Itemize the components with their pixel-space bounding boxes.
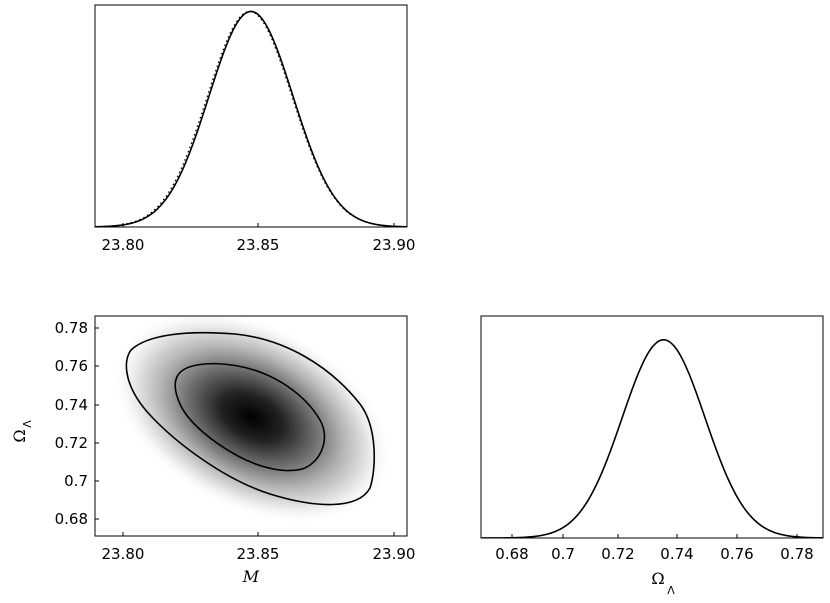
x-ticks: 23.80 23.85 23.90 [102,223,416,254]
x-ticks: 0.68 0.7 0.72 0.74 0.76 0.78 [495,534,814,563]
x-tick-label: 0.7 [551,545,575,563]
plot-frame [94,315,408,537]
panel-top-left: 23.80 23.85 23.90 [94,4,416,254]
marginal-curve [95,10,407,227]
plot-frame [480,315,824,539]
x-tick-label: 0.72 [601,545,634,563]
y-ticks: 0.78 0.76 0.74 0.72 0.7 0.68 [55,319,99,528]
x-ticks: 23.80 23.85 23.90 [102,532,416,563]
x-tick-label: 23.85 [237,545,280,563]
x-tick-label: 0.74 [660,545,693,563]
x-axis-label: M [242,567,260,586]
x-tick-label: 0.68 [495,545,528,563]
y-tick-label: 0.74 [55,396,88,414]
x-tick-label: 23.90 [373,545,416,563]
y-tick-label: 0.72 [55,434,88,452]
y-axis-label-sub: Λ [21,420,34,428]
x-tick-label: 0.76 [720,545,753,563]
y-tick-label: 0.78 [55,319,88,337]
contour-95 [125,331,376,506]
x-tick-label: 23.80 [102,545,145,563]
marginal-curve-dotted [95,10,407,227]
panel-bottom-left: 23.80 23.85 23.90 0.78 0.76 0.74 0.72 0.… [10,315,416,586]
y-axis-label: Ω Λ [10,420,34,443]
x-tick-label: 23.80 [102,236,145,254]
plot-frame [94,4,408,228]
density-heatmap [111,316,393,525]
x-axis-label: Ω Λ [651,569,675,597]
marginal-curve [481,339,823,538]
panel-bottom-right: 0.68 0.7 0.72 0.74 0.76 0.78 Ω Λ [480,315,824,597]
x-axis-label-sub: Λ [667,584,675,597]
x-tick-label: 23.90 [373,236,416,254]
y-axis-label-main: Ω [10,429,29,442]
y-tick-label: 0.76 [55,357,88,375]
x-tick-label: 23.85 [237,236,280,254]
y-tick-label: 0.7 [64,472,88,490]
x-axis-label-main: Ω [651,569,664,588]
y-tick-label: 0.68 [55,510,88,528]
contour-68 [174,362,326,472]
x-tick-label: 0.78 [780,545,813,563]
